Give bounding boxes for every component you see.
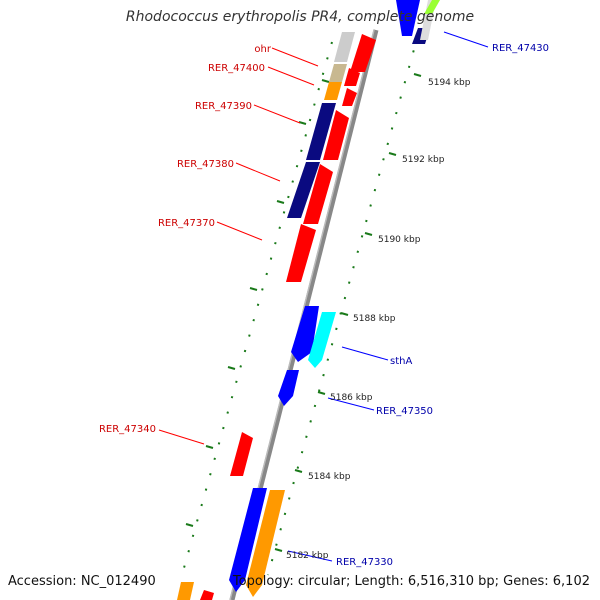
gene-label-stha: sthA <box>390 356 412 367</box>
tick-label-5192: 5192 kbp <box>402 155 445 165</box>
gene-tan[interactable] <box>329 64 347 82</box>
gene-label-rer-47430: RER_47430 <box>492 43 549 54</box>
gene-label-rer-47330: RER_47330 <box>336 557 393 568</box>
gene-red-2[interactable] <box>344 68 360 86</box>
gene-orange-2[interactable] <box>177 582 194 600</box>
gene-blue-top[interactable] <box>396 0 420 36</box>
gene-navy-1[interactable] <box>306 103 336 160</box>
gene-label-rer-47370: RER_47370 <box>158 218 215 229</box>
genome-stats-text: Topology: circular; Length: 6,516,310 bp… <box>232 574 590 589</box>
gene-orange-1[interactable] <box>246 490 285 597</box>
outer-major-ticks <box>274 73 422 552</box>
gene-red-7[interactable] <box>230 432 253 476</box>
gene-cyan[interactable] <box>308 312 336 368</box>
gene-orange-small[interactable] <box>324 82 342 100</box>
gene-red-6[interactable] <box>286 224 316 282</box>
tick-label-5184: 5184 kbp <box>308 472 351 482</box>
gene-red-3[interactable] <box>342 88 357 106</box>
inner-major-ticks <box>185 79 330 527</box>
gene-label-ohr: ohr <box>254 44 271 55</box>
gene-light-gray[interactable] <box>334 32 355 62</box>
gene-red-1[interactable] <box>350 34 376 72</box>
gene-lime-top[interactable] <box>424 0 440 14</box>
gene-label-rer-47390: RER_47390 <box>195 101 252 112</box>
map-title: Rhodococcus erythropolis PR4, complete g… <box>125 9 475 25</box>
gene-red-4[interactable] <box>323 110 349 160</box>
gene-label-rer-47340: RER_47340 <box>99 424 156 435</box>
gene-label-rer-47400: RER_47400 <box>208 63 265 74</box>
gene-blue-3[interactable] <box>229 488 267 592</box>
gene-red-5[interactable] <box>303 164 333 224</box>
gene-red-bottom-small[interactable] <box>200 590 214 600</box>
gene-label-rer-47350: RER_47350 <box>376 406 433 417</box>
right-leader-lines <box>287 31 489 562</box>
tick-label-5182: 5182 kbp <box>286 551 329 561</box>
gene-blue-2[interactable] <box>278 370 299 406</box>
accession-text: Accession: NC_012490 <box>8 574 156 589</box>
gene-navy-2[interactable] <box>287 162 320 218</box>
tick-label-5194: 5194 kbp <box>428 78 471 88</box>
gene-label-rer-47380: RER_47380 <box>177 159 234 170</box>
left-leader-lines <box>158 47 319 445</box>
tick-label-5190: 5190 kbp <box>378 235 421 245</box>
tick-label-5186: 5186 kbp <box>330 393 373 403</box>
tick-label-5188: 5188 kbp <box>353 314 396 324</box>
